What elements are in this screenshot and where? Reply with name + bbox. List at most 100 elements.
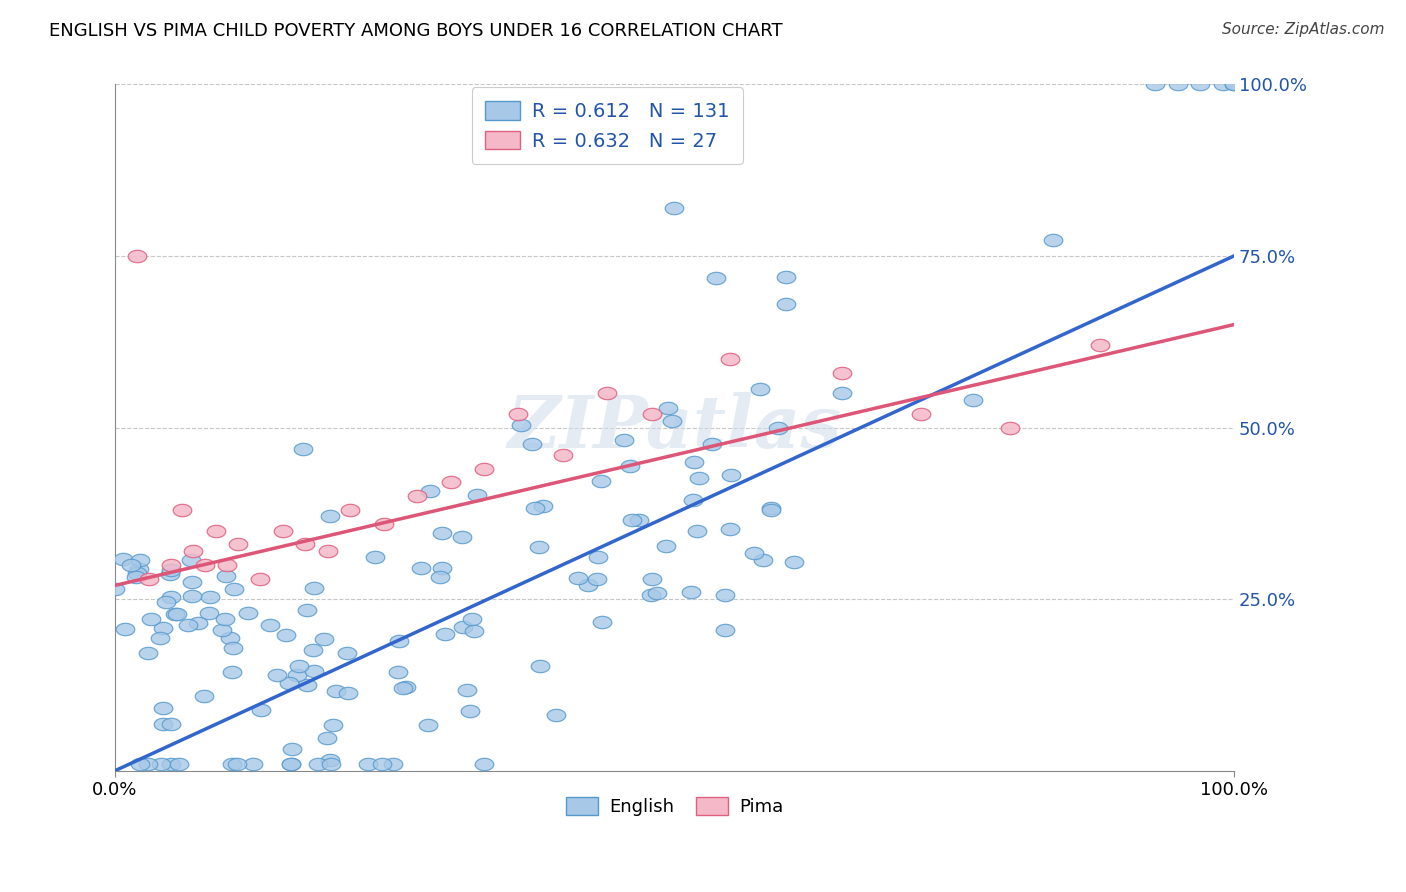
Point — [619, 458, 641, 473]
Point — [461, 612, 484, 626]
Point — [759, 500, 782, 515]
Point — [544, 708, 567, 723]
Text: ENGLISH VS PIMA CHILD POVERTY AMONG BOYS UNDER 16 CORRELATION CHART: ENGLISH VS PIMA CHILD POVERTY AMONG BOYS… — [49, 22, 783, 40]
Point — [177, 617, 200, 632]
Point — [160, 563, 183, 577]
Point — [531, 500, 554, 514]
Point — [453, 620, 475, 634]
Point — [180, 575, 202, 590]
Point — [226, 537, 249, 551]
Point — [316, 731, 339, 745]
Point — [640, 588, 662, 602]
Point — [312, 632, 335, 646]
Point — [1189, 78, 1212, 92]
Point — [641, 572, 664, 586]
Point — [104, 582, 127, 596]
Point — [242, 756, 264, 771]
Point — [576, 578, 599, 592]
Point — [831, 366, 853, 380]
Point — [458, 704, 481, 718]
Point — [589, 474, 612, 488]
Point — [159, 756, 181, 771]
Point — [831, 386, 853, 401]
Point — [714, 588, 737, 602]
Point — [682, 455, 704, 469]
Point — [128, 562, 150, 576]
Point — [214, 612, 236, 626]
Point — [266, 667, 288, 681]
Point — [388, 634, 411, 648]
Point — [215, 569, 238, 583]
Point — [149, 631, 172, 645]
Point — [238, 606, 260, 620]
Point — [1223, 78, 1246, 92]
Point — [529, 658, 551, 673]
Point — [325, 684, 347, 698]
Point — [128, 756, 150, 771]
Point — [139, 612, 162, 626]
Point — [150, 756, 173, 771]
Point — [700, 436, 723, 450]
Point — [766, 421, 789, 435]
Point — [155, 594, 177, 608]
Point — [187, 615, 209, 630]
Point — [681, 585, 703, 599]
Point — [998, 420, 1021, 434]
Point — [682, 492, 704, 507]
Point — [585, 572, 607, 586]
Point — [465, 488, 488, 502]
Point — [1144, 78, 1167, 92]
Point — [373, 516, 395, 531]
Point — [336, 686, 359, 700]
Point — [744, 545, 766, 559]
Point — [718, 522, 741, 536]
Point — [357, 756, 380, 771]
Point — [138, 756, 160, 771]
Point — [586, 549, 609, 564]
Point — [181, 590, 204, 604]
Point — [129, 553, 152, 567]
Point — [125, 566, 148, 581]
Point — [222, 582, 245, 597]
Point — [271, 524, 294, 538]
Point — [645, 586, 668, 600]
Point — [319, 753, 342, 767]
Point — [302, 643, 325, 657]
Point — [688, 471, 710, 485]
Point — [180, 552, 202, 566]
Point — [287, 667, 309, 681]
Point — [451, 529, 474, 543]
Point — [1212, 78, 1234, 92]
Point — [433, 627, 456, 641]
Point — [167, 756, 190, 771]
Point — [657, 401, 679, 416]
Point — [440, 475, 463, 490]
Point — [288, 659, 311, 673]
Point — [1042, 233, 1064, 247]
Point — [281, 742, 304, 756]
Point — [152, 717, 174, 731]
Point — [406, 489, 429, 503]
Point — [718, 351, 741, 366]
Point — [250, 702, 273, 716]
Point — [280, 756, 302, 771]
Point — [430, 526, 453, 541]
Point — [259, 618, 281, 632]
Point — [160, 717, 183, 731]
Point — [509, 417, 531, 432]
Point — [392, 681, 415, 696]
Point — [395, 680, 418, 694]
Point — [277, 676, 299, 690]
Point — [226, 756, 249, 771]
Point — [661, 414, 683, 428]
Point — [321, 756, 343, 771]
Point — [336, 646, 359, 660]
Point — [204, 524, 226, 538]
Point — [160, 558, 183, 572]
Point — [523, 500, 546, 515]
Point — [962, 393, 984, 408]
Point — [322, 718, 344, 732]
Point — [527, 540, 550, 554]
Point — [628, 513, 651, 527]
Point — [567, 571, 589, 585]
